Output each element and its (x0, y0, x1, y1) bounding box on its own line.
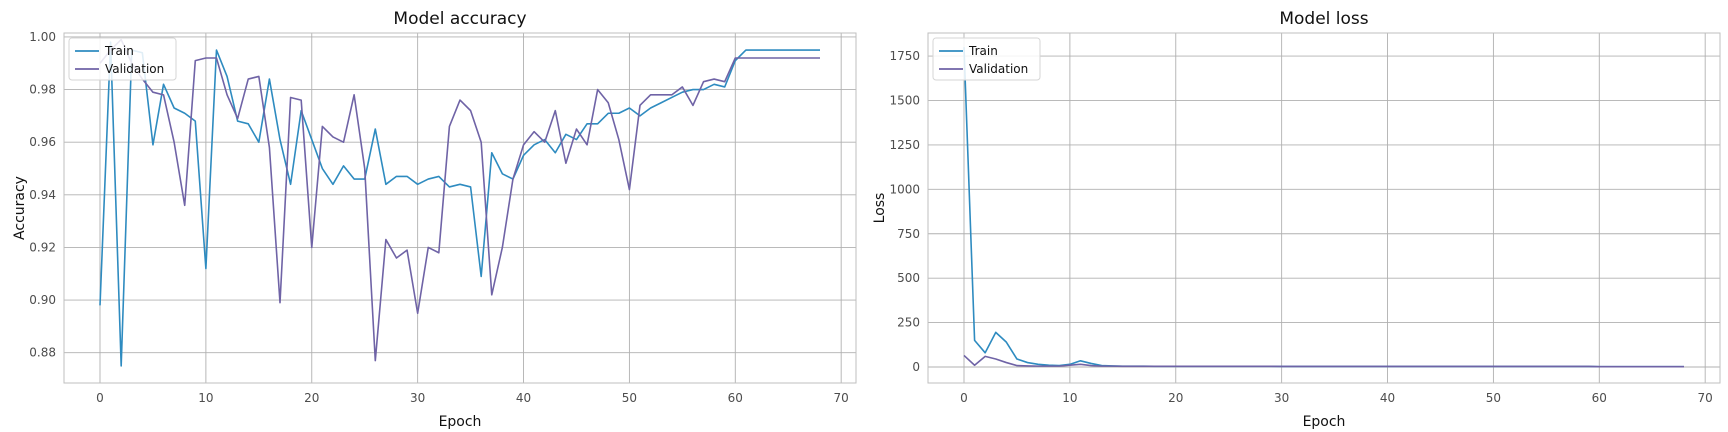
y-tick-label: 0.92 (29, 240, 56, 254)
chart-title: Model loss (1279, 9, 1368, 29)
loss-chart: 0 10 20 30 40 50 60 70 0 250 500 750 1000 1250 1500 175… (872, 9, 1721, 430)
y-tick-label: 1250 (889, 138, 920, 152)
plot-area (928, 33, 1720, 383)
x-axis-label: Epoch (1303, 414, 1346, 430)
x-axis-label: Epoch (439, 414, 482, 430)
x-tick-label: 60 (1592, 391, 1607, 405)
y-tick-label: 1000 (889, 182, 920, 196)
y-tick-label: 250 (897, 316, 920, 330)
x-tick-label: 30 (410, 391, 425, 405)
x-tick-label: 0 (96, 391, 104, 405)
x-tick-label: 30 (1274, 391, 1289, 405)
y-tick-label: 1750 (889, 49, 920, 63)
y-axis-label: Loss (872, 193, 888, 224)
y-tick-label: 1500 (889, 94, 920, 108)
x-tick-label: 10 (1062, 391, 1077, 405)
y-axis-label: Accuracy (12, 176, 28, 240)
legend-label-train: Train (104, 44, 134, 58)
x-tick-label: 0 (960, 391, 968, 405)
chart-title: Model accuracy (393, 9, 526, 29)
accuracy-chart: 0 10 20 30 40 50 60 70 0.88 0.90 0.92 0.94 0.96 0.98 1… (12, 9, 857, 430)
y-tick-label: 0.98 (29, 83, 56, 97)
x-tick-label: 50 (622, 391, 637, 405)
legend-label-train: Train (968, 44, 998, 58)
legend-label-validation: Validation (969, 62, 1028, 76)
y-tick-label: 0.94 (29, 188, 56, 202)
y-tick-label: 1.00 (29, 30, 56, 44)
y-tick-label: 750 (897, 227, 920, 241)
y-tick-label: 0 (912, 360, 920, 374)
series-line-validation (963, 354, 1684, 368)
plot-frame (63, 32, 857, 384)
x-tick-label: 60 (728, 391, 743, 405)
legend: Train Validation (932, 37, 1041, 81)
x-tick-label: 70 (1698, 391, 1713, 405)
x-tick-label: 70 (834, 391, 849, 405)
y-tick-label: 0.90 (29, 293, 56, 307)
x-tick-label: 20 (1168, 391, 1183, 405)
x-tick-label: 40 (516, 391, 531, 405)
plot-frame (927, 32, 1721, 384)
legend: Train Validation (68, 37, 177, 81)
x-tick-label: 20 (304, 391, 319, 405)
x-tick-label: 10 (198, 391, 213, 405)
x-tick-label: 50 (1486, 391, 1501, 405)
y-tick-label: 0.88 (29, 346, 56, 360)
y-tick-label: 0.96 (29, 135, 56, 149)
series-line-validation (99, 38, 820, 362)
y-tick-label: 500 (897, 271, 920, 285)
legend-label-validation: Validation (105, 62, 164, 76)
plot-area (64, 33, 856, 383)
x-tick-label: 40 (1380, 391, 1395, 405)
